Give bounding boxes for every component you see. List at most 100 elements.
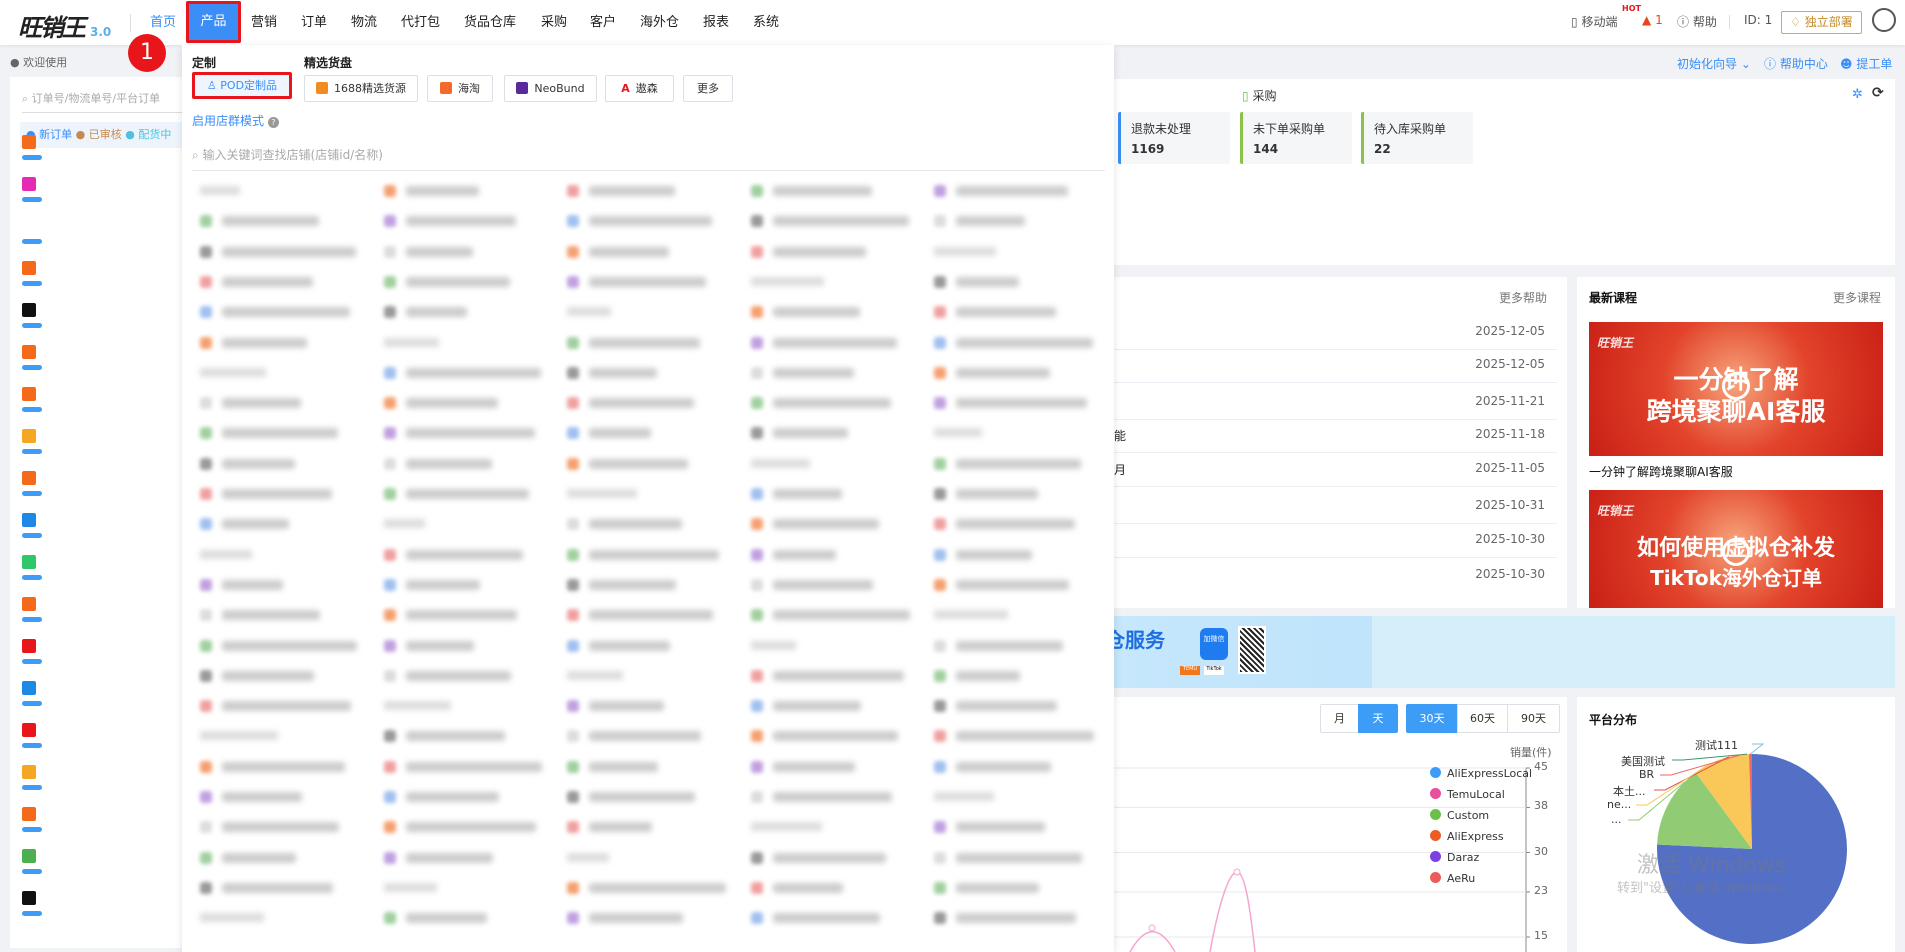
store-item[interactable] [567,212,737,230]
nav-marketing[interactable]: 营销 [251,15,278,30]
store-item[interactable] [567,394,737,412]
store-item[interactable] [384,818,554,836]
store-item[interactable] [200,303,370,321]
shop-row[interactable] [10,841,190,881]
store-item[interactable] [567,546,737,564]
shop-row[interactable] [10,757,190,797]
store-item[interactable] [384,606,554,624]
store-item[interactable] [384,758,554,776]
stat-unordered-po[interactable]: 未下单采购单 144 [1240,112,1352,164]
pie-slice-yellow[interactable] [1695,754,1752,849]
shop-row[interactable] [10,799,190,839]
pie-slice-red[interactable] [1748,754,1752,849]
store-item[interactable] [567,909,737,927]
store-item[interactable] [751,576,921,594]
store-item[interactable] [567,849,737,867]
store-item[interactable] [751,485,921,503]
period-day[interactable]: 天 [1358,704,1398,733]
store-item[interactable] [567,364,737,382]
store-item[interactable] [751,424,921,442]
store-item[interactable] [200,606,370,624]
store-item[interactable] [567,818,737,836]
store-item[interactable] [200,818,370,836]
store-item[interactable] [934,273,1104,291]
store-item[interactable] [751,637,921,655]
store-item[interactable] [751,455,921,473]
store-item[interactable] [567,758,737,776]
deploy-button[interactable]: ♢ 独立部署 [1781,11,1862,34]
course-thumbnail[interactable]: 旺销王 如何使用虚拟仓补发 TikTok海外仓订单 [1589,490,1883,608]
store-item[interactable] [751,909,921,927]
store-item[interactable] [384,455,554,473]
store-item[interactable] [200,637,370,655]
store-item[interactable] [751,667,921,685]
store-item[interactable] [200,758,370,776]
store-item[interactable] [934,485,1104,503]
range-90[interactable]: 90天 [1507,704,1560,733]
store-item[interactable] [934,515,1104,533]
store-item[interactable] [200,212,370,230]
store-item[interactable] [384,576,554,594]
store-item[interactable] [384,485,554,503]
shop-row[interactable] [10,589,190,629]
shop-row[interactable] [10,421,190,461]
store-item[interactable] [934,455,1104,473]
store-item[interactable] [934,303,1104,321]
stat-pending-receipt[interactable]: 待入库采购单 22 [1361,112,1473,164]
store-item[interactable] [751,697,921,715]
store-item[interactable] [200,485,370,503]
store-item[interactable] [751,879,921,897]
store-item[interactable] [200,667,370,685]
alerts-button[interactable]: ▲ 1 [1642,13,1663,27]
store-item[interactable] [384,212,554,230]
shop-row[interactable] [10,631,190,671]
store-item[interactable] [200,849,370,867]
store-item[interactable] [567,879,737,897]
store-item[interactable] [751,303,921,321]
course-thumbnail[interactable]: 旺销王 一分钟了解 跨境聚聊AI客服 [1589,322,1883,456]
nav-overseas[interactable]: 海外仓 [640,15,680,30]
store-item[interactable] [934,788,1104,806]
store-item[interactable] [751,334,921,352]
store-item[interactable] [751,818,921,836]
store-item[interactable] [567,455,737,473]
store-item[interactable] [751,364,921,382]
neobund-button[interactable]: NeoBund [504,75,597,102]
store-item[interactable] [567,637,737,655]
nav-reports[interactable]: 报表 [703,15,730,30]
store-item[interactable] [200,455,370,473]
store-item[interactable] [200,697,370,715]
store-item[interactable] [567,606,737,624]
store-item[interactable] [934,879,1104,897]
shop-row[interactable] [10,253,190,293]
store-item[interactable] [200,364,370,382]
course-caption[interactable]: 一分钟了解跨境聚聊AI客服 [1589,465,1733,479]
store-item[interactable] [200,727,370,745]
nav-system[interactable]: 系统 [753,15,780,30]
store-item[interactable] [567,485,737,503]
order-search-input[interactable]: ⌕ 订单号/物流单号/平台订单 [22,85,182,113]
shop-row[interactable] [10,883,190,923]
store-item[interactable] [934,212,1104,230]
store-item[interactable] [200,273,370,291]
store-item[interactable] [200,243,370,261]
store-item[interactable] [567,182,737,200]
store-item[interactable] [567,727,737,745]
store-item[interactable] [567,334,737,352]
help-link[interactable]: ⓘ 帮助 [1677,13,1717,30]
store-item[interactable] [751,515,921,533]
pie-slice-green[interactable] [1657,772,1752,849]
store-item[interactable] [384,364,554,382]
legend-item[interactable]: Daraz [1430,851,1479,864]
nav-orders[interactable]: 订单 [301,15,328,30]
store-item[interactable] [751,758,921,776]
store-item[interactable] [934,849,1104,867]
more-help-link[interactable]: 更多帮助 [1498,291,1547,305]
filter-new[interactable]: ● 新订单 [26,128,72,141]
store-item[interactable] [384,424,554,442]
store-item[interactable] [934,637,1104,655]
store-item[interactable] [384,667,554,685]
store-item[interactable] [934,546,1104,564]
shop-row[interactable] [10,337,190,377]
store-item[interactable] [384,637,554,655]
